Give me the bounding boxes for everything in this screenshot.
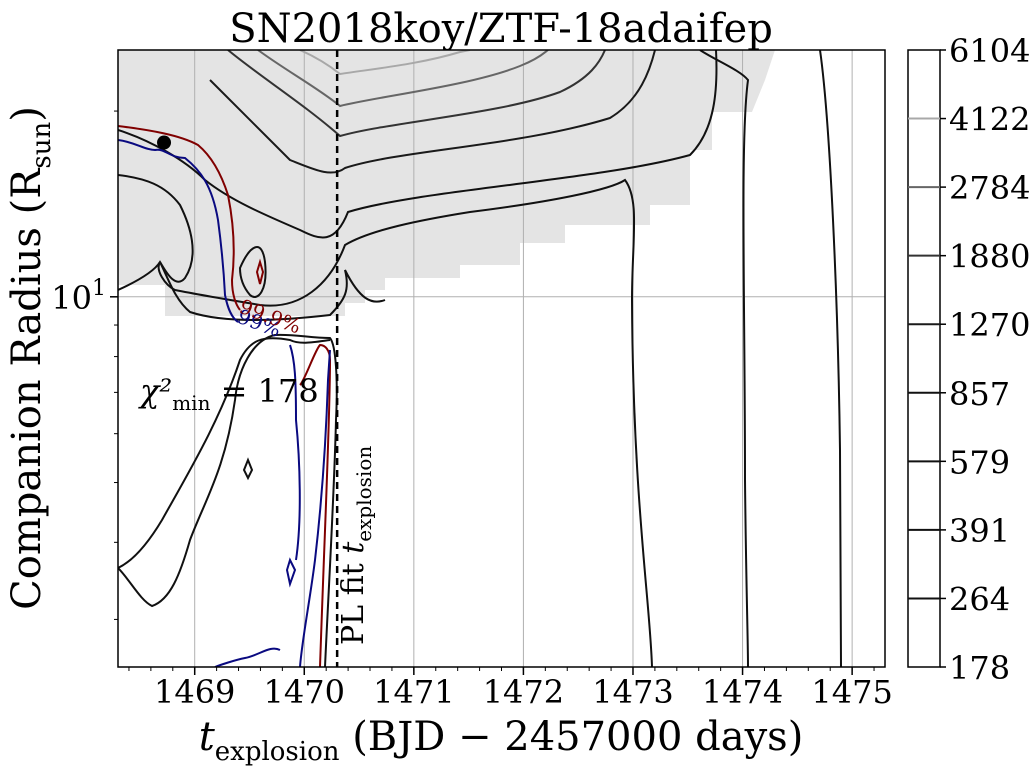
colorbar-tick-label: 391 [949, 512, 1010, 550]
colorbar-tick-label: 2784 [949, 169, 1030, 207]
x-tick-label: 1469 [154, 673, 235, 711]
x-tick-label: 1471 [373, 673, 454, 711]
x-tick-label: 1470 [264, 673, 345, 711]
chart-title: SN2018koy/ZTF-18adaifep [229, 6, 773, 52]
colorbar-box [907, 49, 941, 668]
colorbar: 6104 4122 2784 1880 1270 857 579 391 264 178 [907, 32, 1030, 687]
x-tick-label: 1472 [483, 673, 564, 711]
colorbar-tick-label: 857 [949, 375, 1010, 413]
contour-level-2784 [257, 50, 549, 108]
contour-level-579 [118, 174, 653, 667]
colorbar-tick-label: 1880 [949, 238, 1030, 276]
contour-level-391 [118, 50, 750, 667]
contour-99 [118, 139, 331, 667]
explosion-line-label: PL fit texplosion [336, 446, 376, 645]
colorbar-tick-label: 178 [949, 649, 1010, 687]
colorbar-tick-label: 6104 [949, 32, 1030, 70]
contour-level-1270 [209, 50, 656, 174]
chi2-min-marker [157, 135, 172, 150]
colorbar-tick-label: 1270 [949, 306, 1030, 344]
colorbar-tick-label: 4122 [949, 101, 1030, 139]
contour-level-178 [118, 333, 338, 667]
plot-area [118, 50, 885, 667]
colorbar-tick-label: 264 [949, 580, 1010, 618]
contour-level-1880 [227, 50, 606, 138]
excluded-region [118, 50, 775, 316]
x-tick-label: 1474 [702, 673, 783, 711]
x-axis: 1469 1470 1471 1472 1473 1474 1475 [128, 667, 893, 711]
y-tick-label: 101 [51, 276, 106, 317]
x-tick-label: 1475 [811, 673, 892, 711]
x-axis-label: texplosion (BJD − 2457000 days) [199, 714, 804, 767]
contour-level-4122 [299, 50, 471, 76]
contour-99-9 [118, 125, 332, 667]
colorbar-tick-label: 579 [949, 443, 1010, 481]
contour-small-loop [238, 246, 267, 481]
chi2-min-label: χ²min = 178 [138, 372, 319, 415]
x-tick-label: 1473 [592, 673, 673, 711]
contour-level-264 [118, 50, 842, 667]
y-axis-label: Companion Radius (Rsun) [4, 106, 57, 610]
y-axis: 102101 [51, 110, 118, 620]
